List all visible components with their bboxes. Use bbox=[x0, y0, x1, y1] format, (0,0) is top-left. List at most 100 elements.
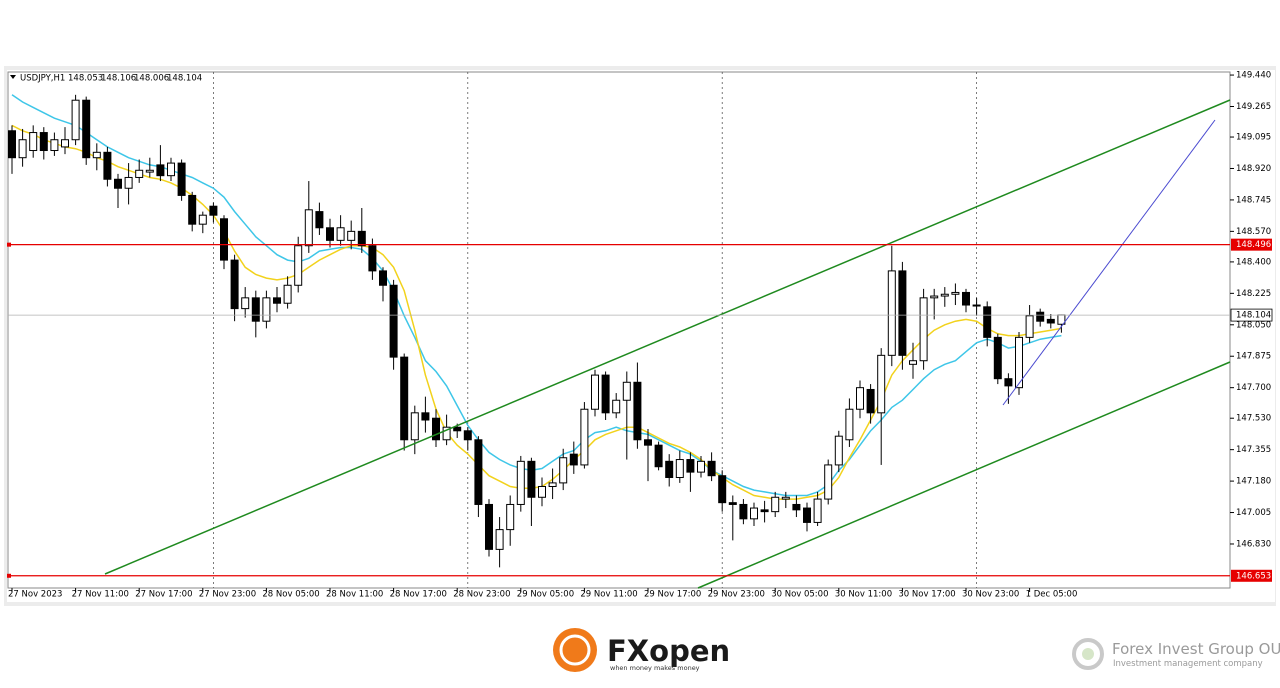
moving-average bbox=[11, 124, 1062, 500]
candle-body bbox=[230, 259, 239, 310]
candle-body bbox=[82, 99, 91, 159]
candle-body bbox=[156, 164, 165, 177]
y-tick-label: 147.355 bbox=[1236, 445, 1271, 455]
candle-body bbox=[548, 482, 557, 487]
candle-body bbox=[940, 293, 949, 297]
candle-body bbox=[993, 336, 1002, 380]
y-tick-label: 148.050 bbox=[1236, 320, 1271, 330]
brand-tagline: when money makes money bbox=[610, 664, 700, 672]
candle-body bbox=[1046, 318, 1055, 324]
y-tick-label: 147.530 bbox=[1236, 414, 1271, 424]
panel bbox=[7, 70, 1275, 602]
candle-body bbox=[368, 245, 377, 272]
y-tick-label: 148.400 bbox=[1236, 257, 1271, 267]
trend-line bbox=[1002, 119, 1216, 406]
price-label: 148.104 bbox=[1236, 311, 1271, 321]
x-tick-label: 27 Nov 17:00 bbox=[135, 590, 192, 600]
candle-body bbox=[516, 460, 525, 505]
partner-tagline: Investment management company bbox=[1113, 659, 1263, 669]
candle-body bbox=[379, 270, 387, 286]
brand: FXopen bbox=[607, 634, 730, 668]
level-label-box bbox=[1231, 569, 1272, 582]
x-tick-label: 28 Nov 23:00 bbox=[453, 590, 510, 600]
y-tick-label: 149.095 bbox=[1236, 133, 1271, 143]
level-marker bbox=[7, 573, 11, 578]
candle-body bbox=[283, 284, 292, 304]
candle-body bbox=[336, 227, 345, 241]
plot-frame bbox=[7, 71, 1231, 589]
x-tick-label: 28 Nov 17:00 bbox=[390, 590, 447, 600]
candle-body bbox=[644, 439, 652, 446]
y-tick-label: 148.570 bbox=[1236, 227, 1271, 237]
x-tick-label: 27 Nov 11:00 bbox=[72, 590, 129, 600]
candle-body bbox=[421, 412, 430, 421]
candle-body bbox=[824, 464, 833, 500]
candle-body bbox=[739, 503, 748, 520]
y-tick-label: 148.745 bbox=[1236, 195, 1271, 205]
candle-body bbox=[124, 176, 133, 189]
y-tick-label: 147.180 bbox=[1236, 477, 1271, 487]
x-tick-label: 29 Nov 05:00 bbox=[517, 590, 574, 600]
candle-body bbox=[633, 381, 642, 441]
x-tick-label: 30 Nov 17:00 bbox=[898, 590, 955, 600]
candle-body bbox=[453, 426, 462, 432]
candle-body bbox=[29, 132, 38, 152]
candle-body bbox=[389, 284, 398, 358]
y-tick-label: 147.700 bbox=[1236, 383, 1271, 393]
candle-body bbox=[347, 230, 356, 241]
candle-body bbox=[591, 374, 599, 410]
candle-body bbox=[792, 503, 801, 511]
candle-body bbox=[803, 507, 811, 523]
candle-body bbox=[962, 291, 970, 306]
candle-body bbox=[251, 297, 260, 322]
candle-body bbox=[750, 507, 758, 520]
candle-body bbox=[856, 387, 864, 410]
partner-logo bbox=[1072, 638, 1104, 670]
candle-body bbox=[834, 435, 843, 466]
partner: Forex Invest Group OU bbox=[1112, 640, 1280, 658]
candle-body bbox=[887, 270, 896, 356]
x-tick-label: 1 Dec 05:00 bbox=[1026, 590, 1078, 600]
candle-body bbox=[114, 178, 122, 189]
header-arrow bbox=[10, 75, 16, 79]
plot-area bbox=[8, 72, 1066, 588]
candle-body bbox=[538, 485, 546, 498]
candle-body bbox=[315, 211, 324, 229]
x-tick-label: 27 Nov 23:00 bbox=[199, 590, 256, 600]
level-label-box bbox=[1231, 238, 1272, 251]
candle-body bbox=[686, 459, 695, 473]
candle-body bbox=[103, 151, 112, 180]
candle-body bbox=[569, 453, 578, 466]
y-tick-label: 148.225 bbox=[1236, 289, 1271, 299]
candle-body bbox=[18, 139, 27, 159]
candle-body bbox=[718, 475, 727, 504]
x-tick-label: 28 Nov 05:00 bbox=[262, 590, 319, 600]
candle-body bbox=[845, 408, 854, 441]
low-readout: 148.006 bbox=[134, 74, 169, 84]
candle-body bbox=[919, 297, 928, 362]
candle-body bbox=[241, 297, 250, 310]
candle-body bbox=[760, 509, 769, 513]
candle-body bbox=[951, 291, 960, 295]
candle-body bbox=[326, 227, 334, 241]
x-tick-label: 29 Nov 11:00 bbox=[580, 590, 637, 600]
candle-body bbox=[612, 399, 621, 414]
close-readout: 148.104 bbox=[167, 74, 202, 84]
candle-body bbox=[665, 460, 674, 479]
level-label: 148.496 bbox=[1236, 240, 1271, 250]
candle-body bbox=[675, 459, 684, 479]
candle-body bbox=[442, 426, 451, 441]
y-tick-label: 148.920 bbox=[1236, 164, 1271, 174]
candle-body bbox=[167, 162, 175, 177]
candle-body bbox=[39, 132, 48, 152]
candle-body bbox=[527, 460, 536, 498]
candle-body bbox=[781, 496, 790, 500]
candle-body bbox=[495, 529, 504, 550]
candle-body bbox=[728, 502, 737, 505]
x-tick-label: 27 Nov 2023 bbox=[8, 590, 62, 600]
y-tick-label: 147.875 bbox=[1236, 352, 1271, 362]
candle-body bbox=[601, 374, 610, 414]
candle-body bbox=[71, 99, 80, 141]
x-tick-label: 28 Nov 11:00 bbox=[326, 590, 383, 600]
